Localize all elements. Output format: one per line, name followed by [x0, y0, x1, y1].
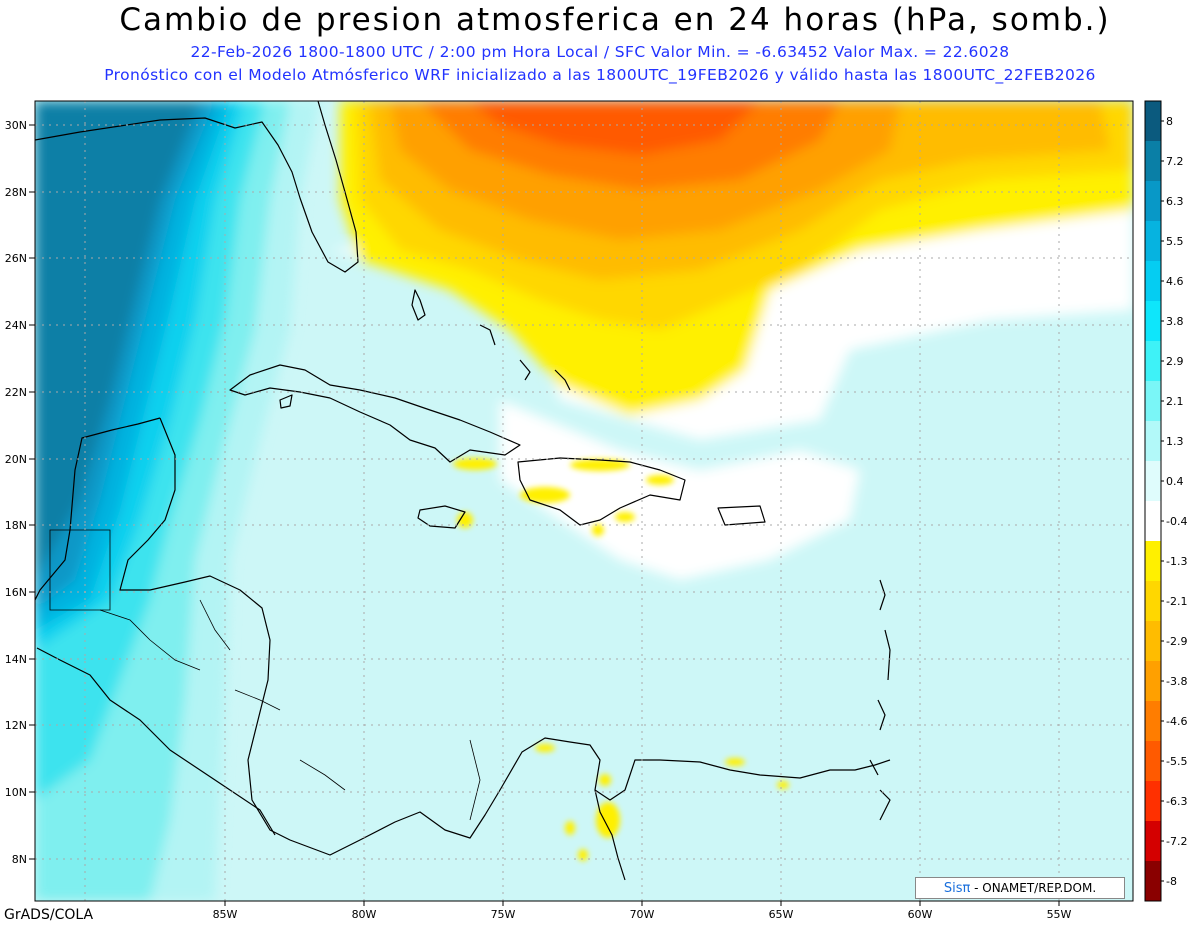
lon-label-80w: 80W: [352, 908, 377, 921]
coastlines: [35, 101, 891, 881]
lat-axis: [29, 124, 35, 860]
colorbar-label: -4.6: [1166, 715, 1187, 728]
colorbar-label: -2.9: [1166, 635, 1187, 648]
lat-label-22n: 22N: [5, 386, 27, 399]
lat-label-16n: 16N: [5, 586, 27, 599]
colorbar-swatch: [1145, 861, 1161, 902]
colorbar-label: -0.4: [1166, 515, 1187, 528]
colorbar-swatch: [1145, 661, 1161, 702]
colorbar-swatch: [1145, 501, 1161, 542]
colorbar-swatch: [1145, 381, 1161, 422]
lon-axis: [224, 901, 1060, 906]
colorbar-swatch: [1145, 821, 1161, 862]
colorbar-swatch: [1145, 621, 1161, 662]
colorbar-label: 6.3: [1166, 195, 1184, 208]
colorbar-label: 2.1: [1166, 395, 1184, 408]
forecast-note: Pronóstico con el Modelo Atmósferico WRF…: [104, 66, 1096, 84]
lat-label-12n: 12N: [5, 719, 27, 732]
colorbar-swatch: [1145, 581, 1161, 622]
colorbar-label: -8: [1166, 875, 1177, 888]
colorbar-label: 1.3: [1166, 435, 1184, 448]
lon-label-65w: 65W: [769, 908, 794, 921]
colorbar-label: 5.5: [1166, 235, 1184, 248]
colorbar-label: 2.9: [1166, 355, 1184, 368]
map-subtitle: 22-Feb-2026 1800-1800 UTC / 2:00 pm Hora…: [190, 43, 1010, 61]
map-frame: [34, 100, 1134, 902]
lat-label-24n: 24N: [5, 319, 27, 332]
colorbar-swatch: [1145, 181, 1161, 222]
colorbar-label: -1.3: [1166, 555, 1187, 568]
colorbar-swatch: [1145, 261, 1161, 302]
lon-label-75w: 75W: [491, 908, 516, 921]
lat-label-10n: 10N: [5, 786, 27, 799]
colorbar-swatch: [1145, 421, 1161, 462]
colorbar-label: 8: [1166, 115, 1173, 128]
lat-label-18n: 18N: [5, 519, 27, 532]
colorbar-label: 4.6: [1166, 275, 1184, 288]
colorbar-label: -7.2: [1166, 835, 1187, 848]
graticule: [35, 101, 1133, 901]
colorbar-swatch: [1145, 541, 1161, 582]
map-title: Cambio de presion atmosferica en 24 hora…: [119, 2, 1111, 38]
lat-label-8n: 8N: [12, 853, 27, 866]
colorbar-swatch: [1145, 461, 1161, 502]
colorbar-swatch: [1145, 741, 1161, 782]
lon-label-60w: 60W: [908, 908, 933, 921]
colorbar-label: 3.8: [1166, 315, 1184, 328]
colorbar: 8 7.2 6.3 5.5 4.6 3.8 2.9 2.1 1.3 0.4 -0.4 -1.3 -2.1…: [1144, 100, 1187, 902]
watermark-text: - ONAMET/REP.DOM.: [970, 881, 1097, 895]
lon-label-70w: 70W: [630, 908, 655, 921]
colorbar-swatch: [1145, 141, 1161, 182]
grads-credit: GrADS/COLA: [4, 907, 94, 923]
lat-label-30n: 30N: [5, 119, 27, 132]
lon-label-55w: 55W: [1047, 908, 1072, 921]
colorbar-label: -3.8: [1166, 675, 1187, 688]
colorbar-label: -5.5: [1166, 755, 1187, 768]
onamet-watermark: Sisπ - ONAMET/REP.DOM.: [915, 877, 1125, 899]
pressure-field: [35, 101, 1133, 901]
colorbar-swatch: [1145, 221, 1161, 262]
lat-label-20n: 20N: [5, 453, 27, 466]
colorbar-label: 0.4: [1166, 475, 1184, 488]
colorbar-label: -2.1: [1166, 595, 1187, 608]
colorbar-swatch: [1145, 101, 1161, 142]
colorbar-swatch: [1145, 701, 1161, 742]
lon-label-85w: 85W: [213, 908, 238, 921]
lat-label-26n: 26N: [5, 252, 27, 265]
sispi-logo: Sisπ: [943, 881, 971, 896]
lat-label-14n: 14N: [5, 653, 27, 666]
colorbar-swatch: [1145, 301, 1161, 342]
colorbar-swatch: [1145, 781, 1161, 822]
lat-label-28n: 28N: [5, 186, 27, 199]
borders: [49, 529, 481, 821]
colorbar-label: 7.2: [1166, 155, 1184, 168]
colorbar-swatch: [1145, 341, 1161, 382]
colorbar-label: -6.3: [1166, 795, 1187, 808]
